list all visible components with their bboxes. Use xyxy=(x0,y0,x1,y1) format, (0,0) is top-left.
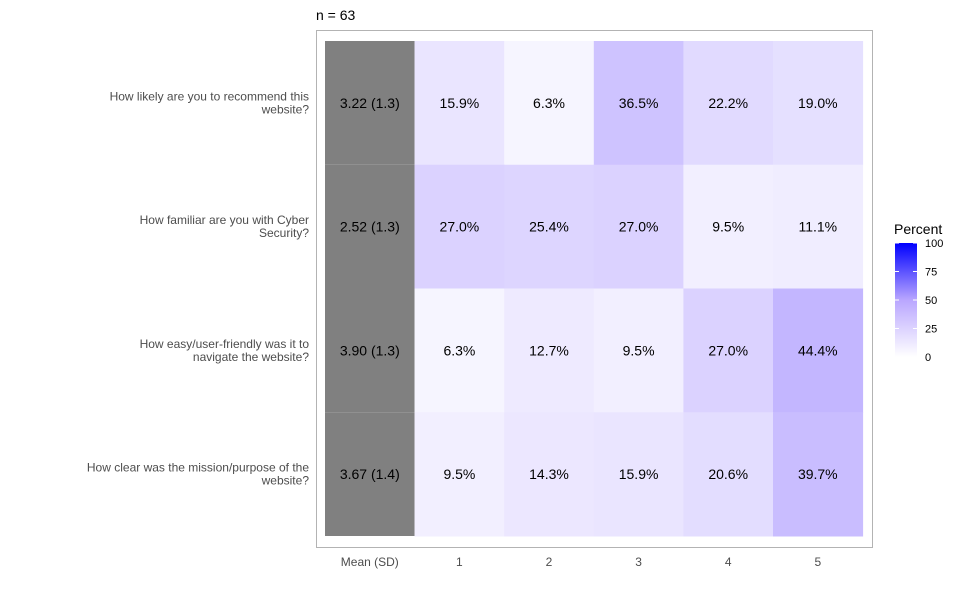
cell-value-label: 9.5% xyxy=(712,219,744,235)
column-label: 5 xyxy=(814,555,821,569)
column-label: 3 xyxy=(635,555,642,569)
cell-value-label: 6.3% xyxy=(533,95,565,111)
cell-value-label: 20.6% xyxy=(708,466,748,482)
heatmap-cell xyxy=(773,41,864,166)
heatmap-cells: 3.22 (1.3) 15.9% 6.3% 36.5% 22.2% 19.0% 2.52 (… xyxy=(325,41,864,537)
heatmap-cell xyxy=(414,288,505,413)
heatmap-cell xyxy=(683,412,774,537)
legend-tick-label: 50 xyxy=(925,295,937,307)
heatmap-cell xyxy=(504,41,595,166)
legend-tick-label: 25 xyxy=(925,324,937,336)
mean-cell xyxy=(325,412,415,536)
column-labels: Mean (SD) 1 2 3 4 5 xyxy=(341,555,822,569)
row-label: How easy/user-friendly was it to navigate… xyxy=(140,337,310,364)
heatmap-cell xyxy=(683,288,774,413)
row-label: How familiar are you with Cyber Security? xyxy=(140,213,310,240)
heatmap-cell xyxy=(504,164,595,289)
mean-cell xyxy=(325,41,415,165)
cell-value-label: 11.1% xyxy=(798,219,837,235)
cell-value-label: 27.0% xyxy=(708,342,748,358)
cell-value-label: 9.5% xyxy=(443,466,475,482)
column-label: 1 xyxy=(456,555,463,569)
mean-sd-label: 3.67 (1.4) xyxy=(340,466,400,482)
cell-value-label: 9.5% xyxy=(623,342,655,358)
legend-tick-label: 100 xyxy=(925,238,943,250)
row-labels: How likely are you to recommend this webs… xyxy=(87,89,309,487)
heatmap-cell xyxy=(683,41,774,166)
heatmap-cell xyxy=(593,412,684,537)
heatmap-cell xyxy=(504,288,595,413)
cell-value-label: 39.7% xyxy=(798,466,838,482)
legend-title: Percent xyxy=(894,221,942,237)
mean-sd-label: 3.90 (1.3) xyxy=(340,342,400,358)
mean-sd-label: 2.52 (1.3) xyxy=(340,219,400,235)
cell-value-label: 44.4% xyxy=(798,342,838,358)
column-label: Mean (SD) xyxy=(341,555,399,569)
column-label: 4 xyxy=(725,555,732,569)
legend-tick-label: 0 xyxy=(925,352,931,364)
mean-cell xyxy=(325,288,415,413)
cell-value-label: 14.3% xyxy=(529,466,569,482)
cell-value-label: 22.2% xyxy=(708,95,748,111)
cell-value-label: 15.9% xyxy=(440,95,480,111)
heatmap-cell xyxy=(773,288,864,413)
heatmap-cell xyxy=(414,412,505,537)
heatmap-cell xyxy=(773,412,864,537)
heatmap-cell xyxy=(414,164,505,289)
cell-value-label: 6.3% xyxy=(443,342,475,358)
legend-colorbar xyxy=(895,243,917,357)
cell-value-label: 25.4% xyxy=(529,219,569,235)
row-label: How likely are you to recommend this webs… xyxy=(110,89,310,116)
column-label: 2 xyxy=(546,555,553,569)
mean-cell xyxy=(325,164,415,289)
cell-value-label: 15.9% xyxy=(619,466,659,482)
heatmap-cell xyxy=(504,412,595,537)
heatmap-cell xyxy=(773,164,864,289)
mean-sd-label: 3.22 (1.3) xyxy=(340,95,400,111)
cell-value-label: 27.0% xyxy=(440,219,480,235)
heatmap-cell xyxy=(414,41,505,166)
row-label: How clear was the mission/purpose of the… xyxy=(87,461,309,488)
cell-value-label: 12.7% xyxy=(529,342,569,358)
legend-tick-label: 75 xyxy=(925,267,937,279)
cell-value-label: 36.5% xyxy=(619,95,659,111)
sample-size-label: n = 63 xyxy=(316,7,356,23)
heatmap-cell xyxy=(593,164,684,289)
panel-border xyxy=(316,30,873,548)
heatmap-cell xyxy=(593,288,684,413)
cell-value-label: 19.0% xyxy=(798,95,838,111)
cell-value-label: 27.0% xyxy=(619,219,659,235)
heatmap-cell xyxy=(683,164,774,289)
heatmap-cell xyxy=(593,41,684,166)
